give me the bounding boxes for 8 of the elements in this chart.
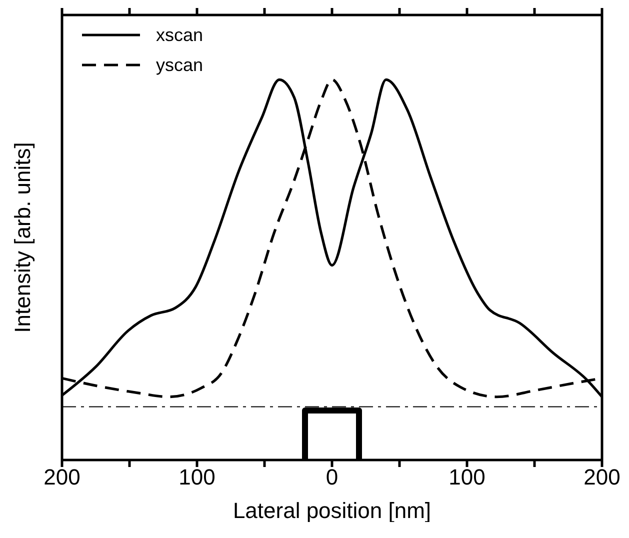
x-tick-label: 200	[584, 464, 620, 490]
legend-label: xscan	[156, 24, 204, 46]
y-axis-title: Intensity [arb. units]	[10, 142, 35, 333]
x-tick-label: 100	[448, 464, 486, 490]
x-tick-label: 100	[178, 464, 216, 490]
x-tick-label: 0	[326, 464, 338, 490]
legend-label: yscan	[156, 54, 204, 76]
x-tick-label: 200	[44, 464, 80, 490]
